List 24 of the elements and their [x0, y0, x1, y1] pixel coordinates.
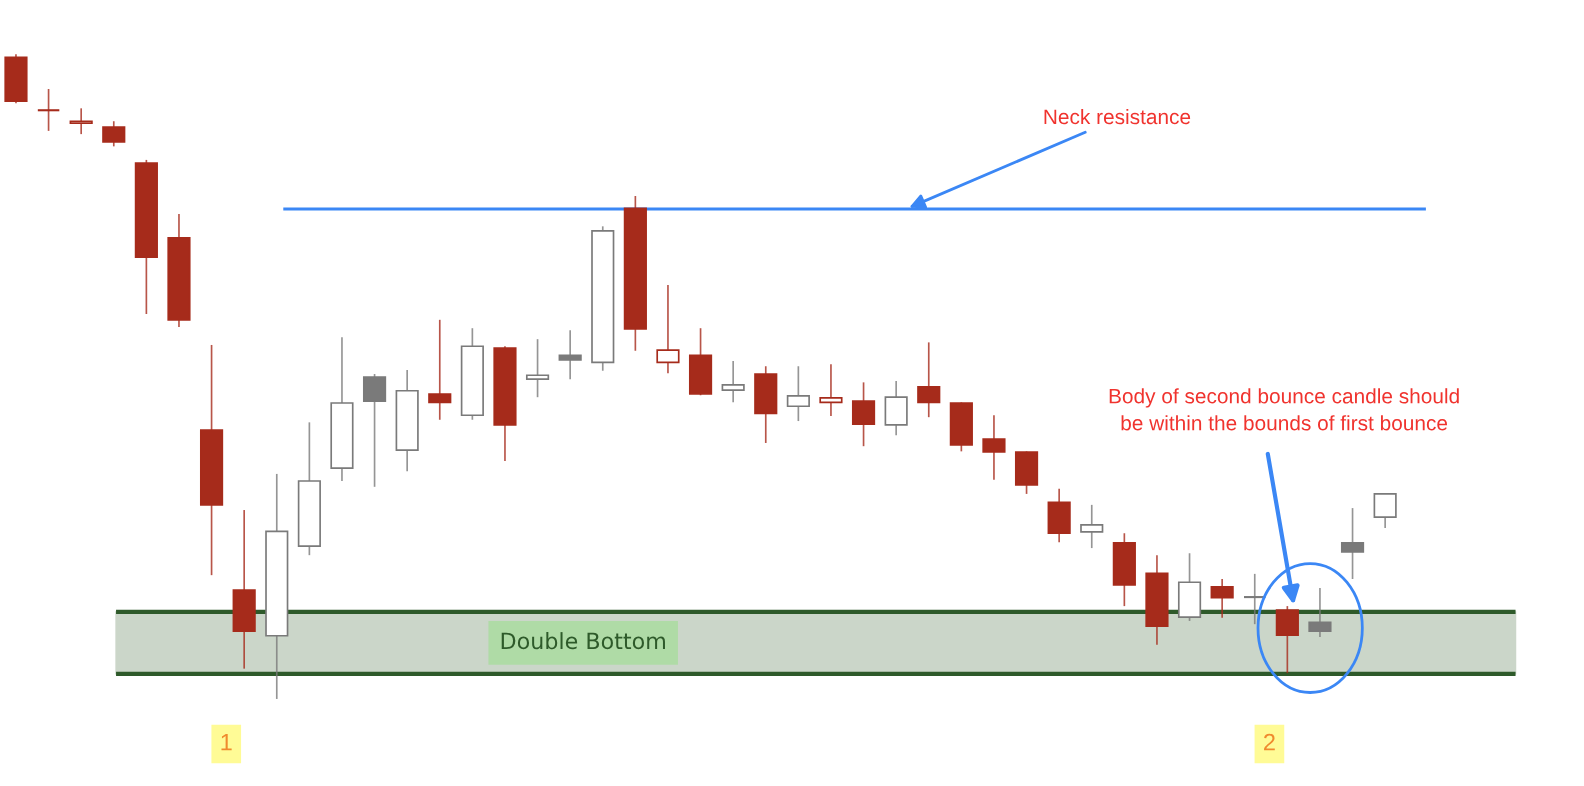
candlestick: [1080, 504, 1104, 549]
candlestick: [1373, 492, 1397, 529]
candlestick: [69, 107, 93, 135]
candlestick: [558, 329, 582, 380]
text: 2: [1264, 733, 1275, 751]
candlestick: [362, 373, 387, 488]
text: 1: [221, 733, 232, 751]
candlestick: [656, 284, 680, 375]
candlestick: [1340, 507, 1365, 580]
candlestick: [786, 365, 810, 422]
candlestick: [36, 88, 61, 132]
ref-line-label: Neck resistance: [1044, 108, 1191, 125]
candlestick: [1308, 587, 1332, 638]
candlestick: [102, 120, 126, 148]
candlestick: [982, 414, 1006, 481]
candlestick: [721, 360, 745, 404]
candlestick: [428, 318, 452, 421]
annotation: Body of second bounce candle should be within the bounds of first bounce: [1109, 388, 1459, 431]
candlestick: [525, 338, 550, 399]
band-label: Double Bottom: [501, 632, 665, 650]
candlestick: [819, 363, 843, 417]
candlestick: [851, 381, 876, 448]
candlestick: [917, 341, 941, 419]
candlestick: [1210, 578, 1234, 619]
